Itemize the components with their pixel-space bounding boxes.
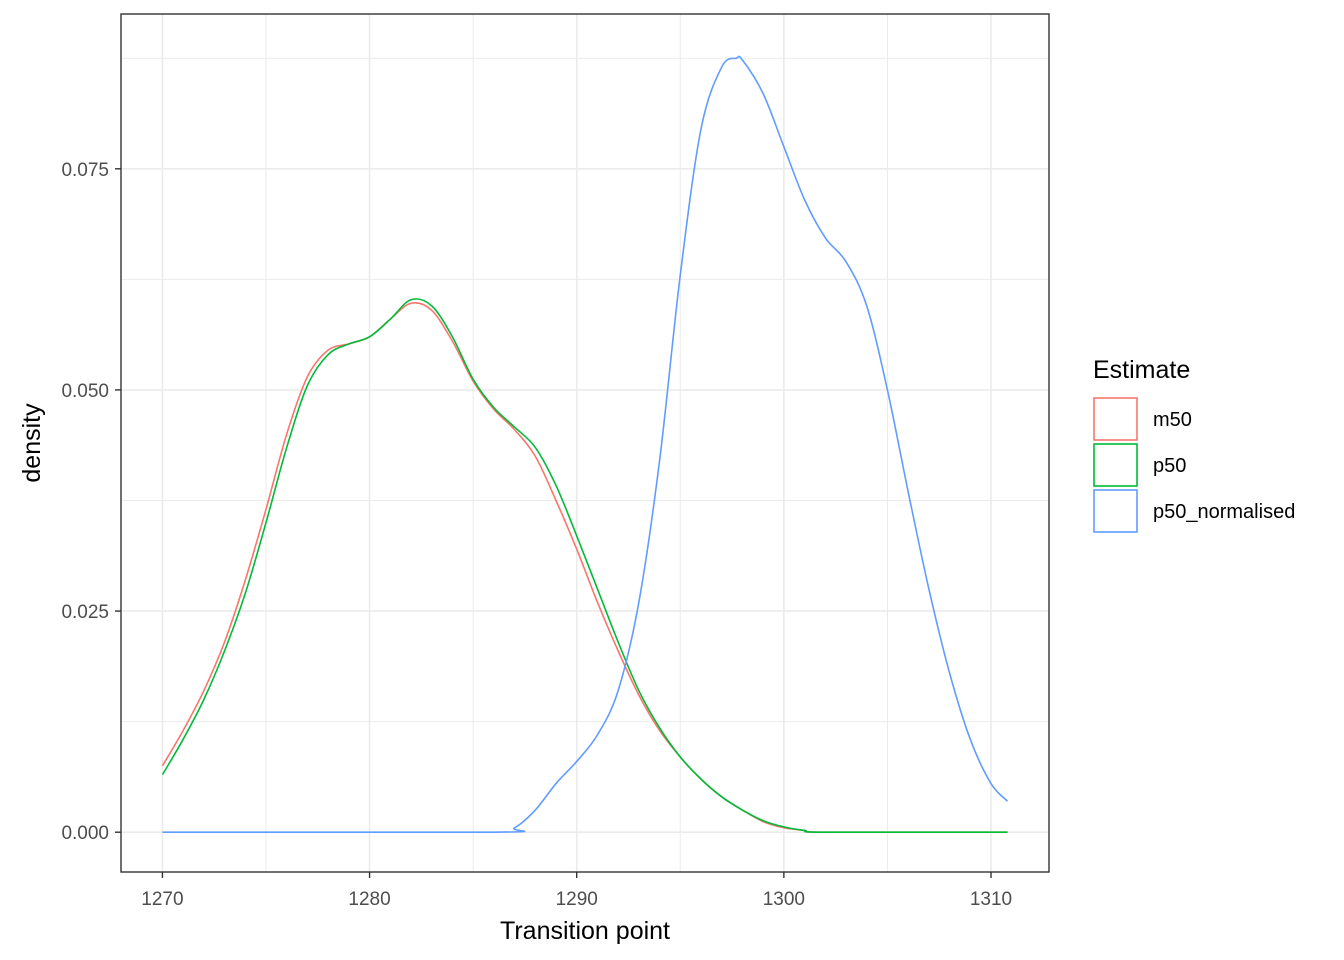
legend-key-p50 <box>1093 443 1138 487</box>
plot-panel-background <box>121 14 1049 872</box>
minor-gridlines <box>121 14 1049 872</box>
x-tick-label: 1300 <box>763 889 805 910</box>
y-tick-label: 0.000 <box>61 823 109 844</box>
x-axis: 1270 1280 1290 1300 1310 <box>141 872 1012 910</box>
y-axis: 0.000 0.025 0.050 0.075 <box>61 160 121 844</box>
x-axis-title: Transition point <box>500 917 670 945</box>
density-line-p50 <box>161 298 1008 834</box>
x-tick-label: 1280 <box>348 889 390 910</box>
legend-label-m50: m50 <box>1153 409 1192 431</box>
legend-key-m50 <box>1093 397 1138 441</box>
x-tick-label: 1290 <box>556 889 598 910</box>
x-tick-label: 1310 <box>970 889 1012 910</box>
y-tick-label: 0.075 <box>61 160 109 181</box>
y-tick-label: 0.050 <box>61 381 109 402</box>
legend-key-p50_normalised <box>1093 489 1138 533</box>
x-tick-label: 1270 <box>141 889 183 910</box>
y-axis-title: density <box>18 403 46 483</box>
legend-label-p50: p50 <box>1153 455 1186 477</box>
legend-label-p50_normalised: p50_normalised <box>1153 501 1295 523</box>
plot-panel-border <box>120 13 1050 873</box>
legend: Estimate m50 p50 p50_normalised <box>1093 356 1295 533</box>
legend-title: Estimate <box>1093 356 1190 384</box>
y-tick-label: 0.025 <box>61 602 109 623</box>
density-line-p50_normalised <box>162 55 1009 834</box>
density-lines <box>161 55 1009 834</box>
